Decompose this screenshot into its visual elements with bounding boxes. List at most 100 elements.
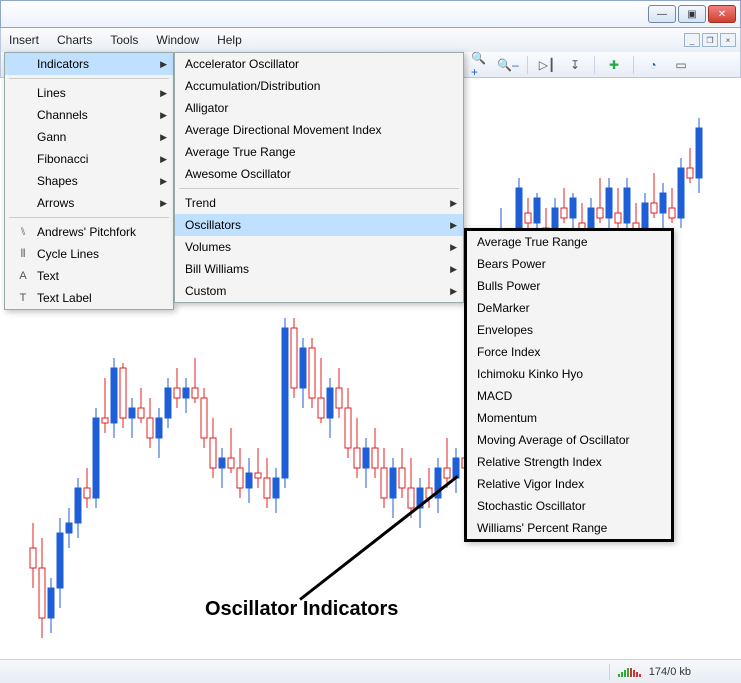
insert-menu-item-label: Gann — [37, 130, 66, 144]
shift-chart-icon[interactable]: ↧ — [566, 56, 584, 74]
submenu-arrow-icon: ▶ — [160, 132, 167, 143]
insert-menu-separator — [9, 217, 169, 218]
indicators-menu-item-volumes[interactable]: Volumes▶ — [175, 236, 463, 258]
scroll-end-icon[interactable]: ▷┃ — [538, 56, 556, 74]
indicators-menu-item-bill-williams[interactable]: Bill Williams▶ — [175, 258, 463, 280]
oscillators-menu-item-force-index[interactable]: Force Index — [467, 341, 671, 363]
insert-menu-item-channels[interactable]: Channels ▶ — [5, 104, 173, 126]
oscillators-menu-item-label: Average True Range — [477, 235, 588, 249]
submenu-arrow-icon: ▶ — [450, 220, 457, 231]
indicators-menu-item-label: Accumulation/Distribution — [185, 79, 320, 93]
window-minimize-button[interactable]: — — [648, 5, 676, 23]
insert-menu-item-indicators[interactable]: Indicators▶ — [5, 53, 173, 75]
indicators-menu-item-accumulation-distribution[interactable]: Accumulation/Distribution — [175, 75, 463, 97]
mdi-minimize-button[interactable]: _ — [684, 33, 700, 47]
insert-menu-item-cycle-lines[interactable]: ⦀Cycle Lines — [5, 243, 173, 265]
menubar: Insert Charts Tools Window Help _ ❐ × — [0, 28, 741, 52]
submenu-arrow-icon: ▶ — [160, 88, 167, 99]
window-maximize-button[interactable]: ▣ — [678, 5, 706, 23]
indicators-menu-item-label: Average Directional Movement Index — [185, 123, 382, 137]
insert-menu-item-label: Shapes — [37, 174, 78, 188]
oscillators-menu-item-relative-strength-index[interactable]: Relative Strength Index — [467, 451, 671, 473]
insert-menu-item-lines[interactable]: Lines ▶ — [5, 82, 173, 104]
window-titlebar: — ▣ ✕ — [0, 0, 741, 28]
zoom-out-icon[interactable]: 🔍– — [499, 56, 517, 74]
indicators-menu-item-average-directional-movement-index[interactable]: Average Directional Movement Index — [175, 119, 463, 141]
submenu-arrow-icon: ▶ — [160, 176, 167, 187]
menu-help[interactable]: Help — [217, 33, 242, 47]
oscillators-menu-item-relative-vigor-index[interactable]: Relative Vigor Index — [467, 473, 671, 495]
oscillators-menu-item-williams-percent-range[interactable]: Williams' Percent Range — [467, 517, 671, 539]
insert-menu-item-text[interactable]: AText — [5, 265, 173, 287]
oscillators-menu-item-label: Force Index — [477, 345, 540, 359]
indicators-menu-item-accelerator-oscillator[interactable]: Accelerator Oscillator — [175, 53, 463, 75]
indicators-menu-item-alligator[interactable]: Alligator — [175, 97, 463, 119]
indicators-submenu: Accelerator Oscillator Accumulation/Distr… — [174, 52, 464, 303]
toolbar-separator — [527, 56, 528, 74]
oscillators-menu-item-label: MACD — [477, 389, 512, 403]
insert-menu-item-fibonacci[interactable]: Fibonacci ▶ — [5, 148, 173, 170]
insert-menu-item-andrews-pitchfork[interactable]: ⑊ Andrews' Pitchfork — [5, 221, 173, 243]
indicators-menu-item-label: Oscillators — [185, 218, 241, 232]
oscillators-menu-item-bears-power[interactable]: Bears Power — [467, 253, 671, 275]
indicators-menu-separator — [179, 188, 459, 189]
insert-menu-item-icon: ⑊ — [15, 226, 31, 238]
oscillators-menu-item-average-true-range[interactable]: Average True Range — [467, 231, 671, 253]
oscillators-menu-item-moving-average-of-oscillator[interactable]: Moving Average of Oscillator — [467, 429, 671, 451]
menu-tools[interactable]: Tools — [110, 33, 138, 47]
submenu-arrow-icon: ▶ — [160, 110, 167, 121]
indicators-menu-item-label: Trend — [185, 196, 216, 210]
oscillators-menu-item-momentum[interactable]: Momentum — [467, 407, 671, 429]
oscillators-menu-item-label: Williams' Percent Range — [477, 521, 607, 535]
templates-icon[interactable]: ▭ — [672, 56, 690, 74]
indicators-menu-item-average-true-range[interactable]: Average True Range — [175, 141, 463, 163]
oscillators-menu-item-macd[interactable]: MACD — [467, 385, 671, 407]
insert-menu-item-shapes[interactable]: Shapes ▶ — [5, 170, 173, 192]
oscillators-menu-item-bulls-power[interactable]: Bulls Power — [467, 275, 671, 297]
menu-window[interactable]: Window — [156, 33, 199, 47]
insert-dropdown-menu: Indicators▶Lines▶Channels▶Gann▶Fibonacci… — [4, 52, 174, 310]
insert-menu-item-label: Cycle Lines — [37, 247, 99, 261]
indicators-menu-item-custom[interactable]: Custom▶ — [175, 280, 463, 302]
insert-menu-item-label: Channels — [37, 108, 88, 122]
statusbar-separator — [609, 664, 610, 680]
indicators-menu-item-awesome-oscillator[interactable]: Awesome Oscillator — [175, 163, 463, 185]
indicators-btn-icon[interactable]: ✚ — [605, 56, 623, 74]
connection-bars-icon — [618, 667, 641, 677]
indicators-menu-item-label: Accelerator Oscillator — [185, 57, 299, 71]
mdi-close-button[interactable]: × — [720, 33, 736, 47]
oscillators-menu-item-stochastic-oscillator[interactable]: Stochastic Oscillator — [467, 495, 671, 517]
zoom-in-icon[interactable]: 🔍+ — [471, 56, 489, 74]
oscillators-menu-item-envelopes[interactable]: Envelopes — [467, 319, 671, 341]
mdi-restore-button[interactable]: ❐ — [702, 33, 718, 47]
insert-menu-item-arrows[interactable]: Arrows ▶ — [5, 192, 173, 214]
oscillators-menu-item-label: Relative Strength Index — [477, 455, 602, 469]
insert-menu-separator — [9, 78, 169, 79]
insert-menu-item-label: Arrows — [37, 196, 74, 210]
oscillators-menu-item-label: Envelopes — [477, 323, 533, 337]
oscillators-menu-item-ichimoku-kinko-hyo[interactable]: Ichimoku Kinko Hyo — [467, 363, 671, 385]
toolbar-separator — [594, 56, 595, 74]
insert-menu-item-text-label[interactable]: TText Label — [5, 287, 173, 309]
oscillators-menu-item-demarker[interactable]: DeMarker — [467, 297, 671, 319]
menu-insert[interactable]: Insert — [9, 33, 39, 47]
statusbar: 174/0 kb — [0, 659, 741, 683]
insert-menu-item-label: Fibonacci — [37, 152, 88, 166]
insert-menu-item-icon: A — [15, 270, 31, 282]
oscillators-menu-item-label: Relative Vigor Index — [477, 477, 584, 491]
periodicity-icon[interactable]: ◔ — [644, 56, 662, 74]
window-close-button[interactable]: ✕ — [708, 5, 736, 23]
indicators-menu-item-label: Average True Range — [185, 145, 296, 159]
indicators-menu-item-oscillators[interactable]: Oscillators ▶ — [175, 214, 463, 236]
insert-menu-item-label: Lines — [37, 86, 66, 100]
indicators-menu-item-label: Volumes — [185, 240, 231, 254]
indicators-menu-item-trend[interactable]: Trend ▶ — [175, 192, 463, 214]
submenu-arrow-icon: ▶ — [450, 198, 457, 209]
annotation-text: Oscillator Indicators — [205, 598, 398, 621]
menu-charts[interactable]: Charts — [57, 33, 92, 47]
submenu-arrow-icon: ▶ — [160, 154, 167, 165]
insert-menu-item-label: Andrews' Pitchfork — [37, 225, 136, 239]
submenu-arrow-icon: ▶ — [160, 198, 167, 209]
insert-menu-item-gann[interactable]: Gann ▶ — [5, 126, 173, 148]
submenu-arrow-icon: ▶ — [160, 59, 167, 70]
